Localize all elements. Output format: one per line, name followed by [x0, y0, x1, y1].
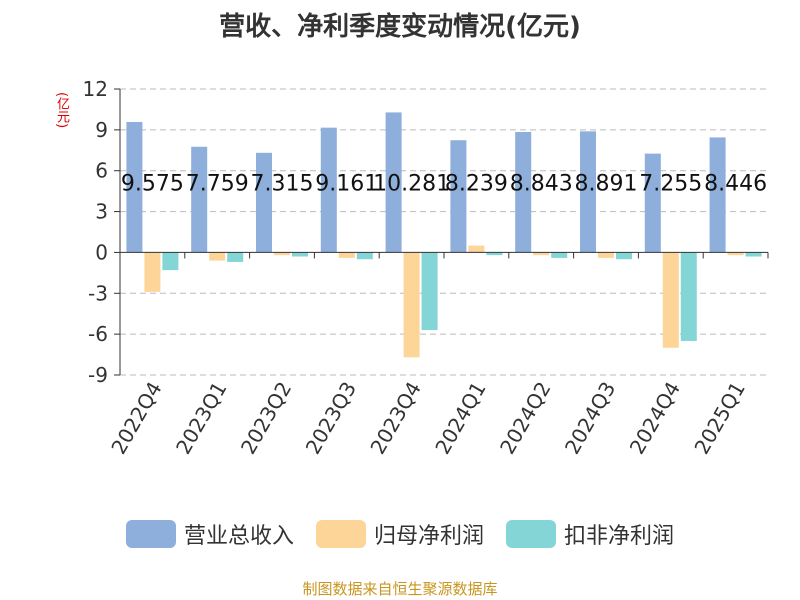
bar-net-profit[interactable] [727, 252, 744, 256]
y-tick-label: 0 [95, 240, 108, 264]
y-tick-label: 9 [95, 118, 108, 142]
legend-label-revenue: 营业总收入 [183, 524, 294, 549]
data-label: 9.575 [121, 172, 184, 197]
x-tick-label: 2025Q1 [689, 378, 749, 459]
data-label: 8.891 [575, 172, 638, 197]
legend: 营业总收入 归母净利润 扣非净利润 [0, 518, 800, 550]
x-tick-label: 2023Q4 [365, 378, 425, 459]
bar-revenue[interactable] [191, 146, 208, 253]
x-tick-label: 2023Q1 [171, 378, 231, 459]
bar-revenue[interactable] [320, 127, 337, 253]
bar-net-profit[interactable] [338, 252, 355, 258]
x-tick-label: 2022Q4 [106, 378, 166, 459]
x-tick-label: 2024Q1 [430, 378, 490, 459]
bar-revenue[interactable] [450, 140, 467, 253]
bar-net-profit[interactable] [144, 252, 161, 292]
bar-net-profit[interactable] [209, 252, 226, 261]
data-source-note: 制图数据来自恒生聚源数据库 [302, 580, 498, 598]
legend-label-deducted-profit: 扣非净利润 [564, 524, 675, 549]
data-label: 9.161 [315, 172, 378, 197]
bar-net-profit[interactable] [533, 252, 550, 256]
bar-deducted-profit[interactable] [356, 252, 373, 260]
bar-revenue[interactable] [126, 122, 143, 253]
bar-deducted-profit[interactable] [486, 252, 503, 256]
x-tick-label: 2024Q2 [495, 378, 555, 459]
bar-revenue[interactable] [385, 112, 402, 253]
x-tick-label: 2024Q3 [560, 378, 620, 459]
y-tick-label: 3 [95, 200, 108, 224]
bar-deducted-profit[interactable] [421, 252, 438, 331]
bar-net-profit[interactable] [662, 252, 679, 348]
bar-deducted-profit[interactable] [292, 252, 308, 257]
y-tick-label: -3 [88, 281, 108, 305]
bar-revenue[interactable] [709, 137, 726, 253]
bar-deducted-profit[interactable] [616, 252, 632, 260]
bar-net-profit[interactable] [274, 252, 290, 256]
bar-revenue[interactable] [515, 131, 532, 253]
x-tick-label: 2024Q4 [625, 378, 685, 459]
bar-revenue[interactable] [580, 131, 596, 253]
data-label: 8.239 [445, 172, 508, 197]
data-label: 7.315 [251, 172, 314, 197]
bars [126, 112, 762, 358]
bar-deducted-profit[interactable] [551, 252, 568, 258]
y-tick-label: -9 [88, 363, 108, 387]
data-label: 7.255 [639, 172, 702, 197]
legend-item-deducted-profit[interactable]: 扣非净利润 [506, 518, 674, 550]
legend-label-net-profit: 归母净利润 [373, 524, 484, 549]
legend-item-net-profit[interactable]: 归母净利润 [315, 518, 484, 550]
y-tick-label: -6 [88, 322, 108, 346]
bar-net-profit[interactable] [468, 245, 485, 253]
data-label: 8.843 [510, 172, 573, 197]
data-label: 10.281 [373, 172, 450, 197]
bar-deducted-profit[interactable] [227, 252, 244, 262]
chart-title: 营收、净利季度变动情况(亿元) [219, 12, 581, 42]
legend-swatch-revenue [125, 520, 176, 548]
data-label: 8.446 [704, 172, 767, 197]
bar-net-profit[interactable] [403, 252, 420, 358]
bar-deducted-profit[interactable] [680, 252, 697, 341]
bar-revenue[interactable] [256, 152, 272, 253]
bar-revenue[interactable] [644, 153, 661, 253]
legend-swatch-net-profit [315, 520, 366, 548]
x-tick-label: 2023Q2 [236, 378, 296, 459]
data-label: 7.759 [186, 172, 249, 197]
y-tick-label: 12 [83, 77, 108, 101]
y-axis-unit: (亿元) [54, 92, 69, 129]
x-tick-label: 2023Q3 [301, 378, 361, 459]
bar-deducted-profit[interactable] [162, 252, 179, 271]
legend-swatch-deducted-profit [506, 520, 556, 548]
bar-deducted-profit[interactable] [745, 252, 762, 257]
legend-item-revenue[interactable]: 营业总收入 [125, 518, 294, 550]
y-tick-label: 6 [95, 159, 108, 183]
bar-net-profit[interactable] [598, 252, 614, 258]
